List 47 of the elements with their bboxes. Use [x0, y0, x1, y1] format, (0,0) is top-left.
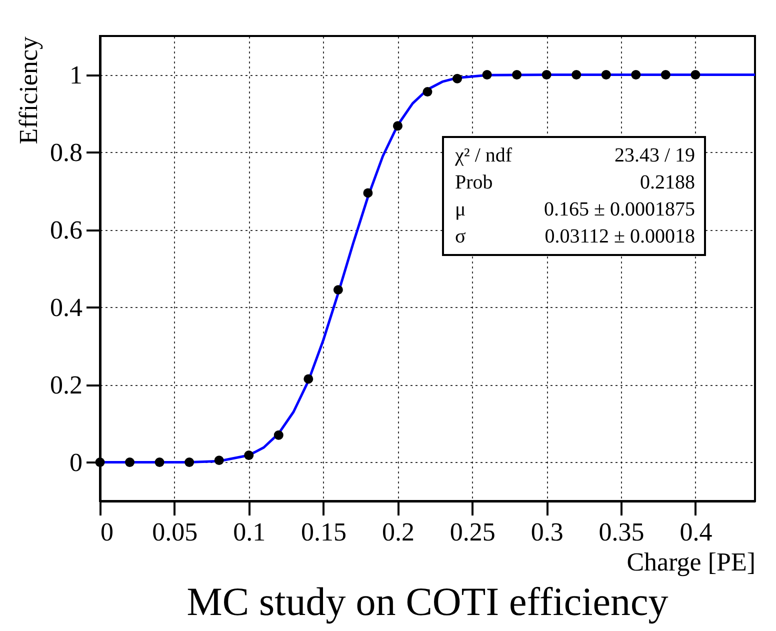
point [214, 456, 224, 466]
x-tick-label: 0.2 [382, 518, 414, 546]
x-axis-title: Charge [PE] [626, 548, 756, 576]
x-tick-label: 0.15 [301, 518, 347, 546]
y-tick-label: 0.8 [50, 138, 82, 167]
x-tick-label: 0.05 [152, 518, 198, 546]
y-tick-label: 0.2 [50, 370, 82, 400]
point [572, 70, 582, 80]
point [154, 458, 164, 467]
point [690, 70, 700, 80]
annotation: 23.43 / 19 [614, 144, 695, 166]
point [601, 70, 611, 80]
point [512, 70, 522, 80]
point [304, 374, 314, 384]
point [333, 285, 343, 295]
y-tick-label: 0.4 [50, 292, 82, 322]
y-axis-title: Efficiency [14, 36, 43, 144]
y-tick-label: 1 [70, 60, 82, 90]
point [363, 188, 373, 198]
annotation: 0.165 ± 0.0001875 [544, 198, 695, 220]
annotation: μ [455, 198, 466, 220]
annotation: 0.2188 [640, 172, 695, 194]
annotation: 0.03112 ± 0.00018 [544, 226, 695, 248]
point [125, 458, 135, 467]
x-tick-label: 0.4 [680, 518, 712, 546]
annotation: Prob [455, 172, 493, 194]
point [184, 458, 194, 467]
x-tick-label: 0 [100, 518, 114, 546]
y-tick-label: 0 [70, 448, 82, 477]
point [244, 450, 254, 460]
annotation: σ [455, 226, 466, 248]
annotation: χ² / ndf [454, 144, 512, 166]
point [631, 70, 641, 80]
x-tick-label: 0.35 [598, 518, 644, 546]
y-tick-label: 0.6 [50, 215, 82, 244]
point [274, 430, 284, 440]
point [95, 458, 105, 467]
text: MC study on COTI efficiency [186, 579, 668, 624]
point [482, 70, 492, 80]
point [452, 74, 462, 84]
point [422, 87, 432, 97]
x-tick-label: 0.25 [450, 518, 496, 546]
point [392, 121, 402, 131]
x-tick-label: 0.3 [530, 518, 564, 546]
point [542, 70, 552, 80]
x-tick-label: 0.1 [233, 518, 266, 546]
point [660, 70, 670, 80]
